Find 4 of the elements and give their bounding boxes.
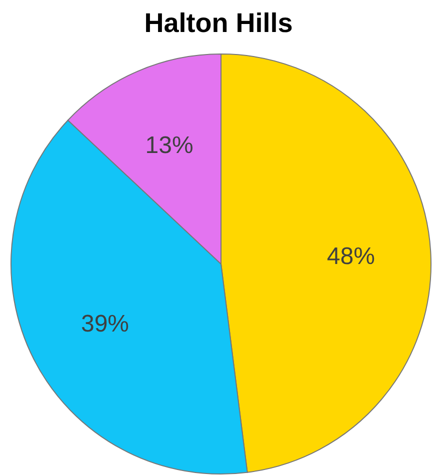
chart-title: Halton Hills	[144, 8, 293, 38]
data-label: 48%	[326, 243, 375, 270]
data-label: 13%	[145, 132, 194, 159]
data-label: 39%	[80, 310, 130, 338]
